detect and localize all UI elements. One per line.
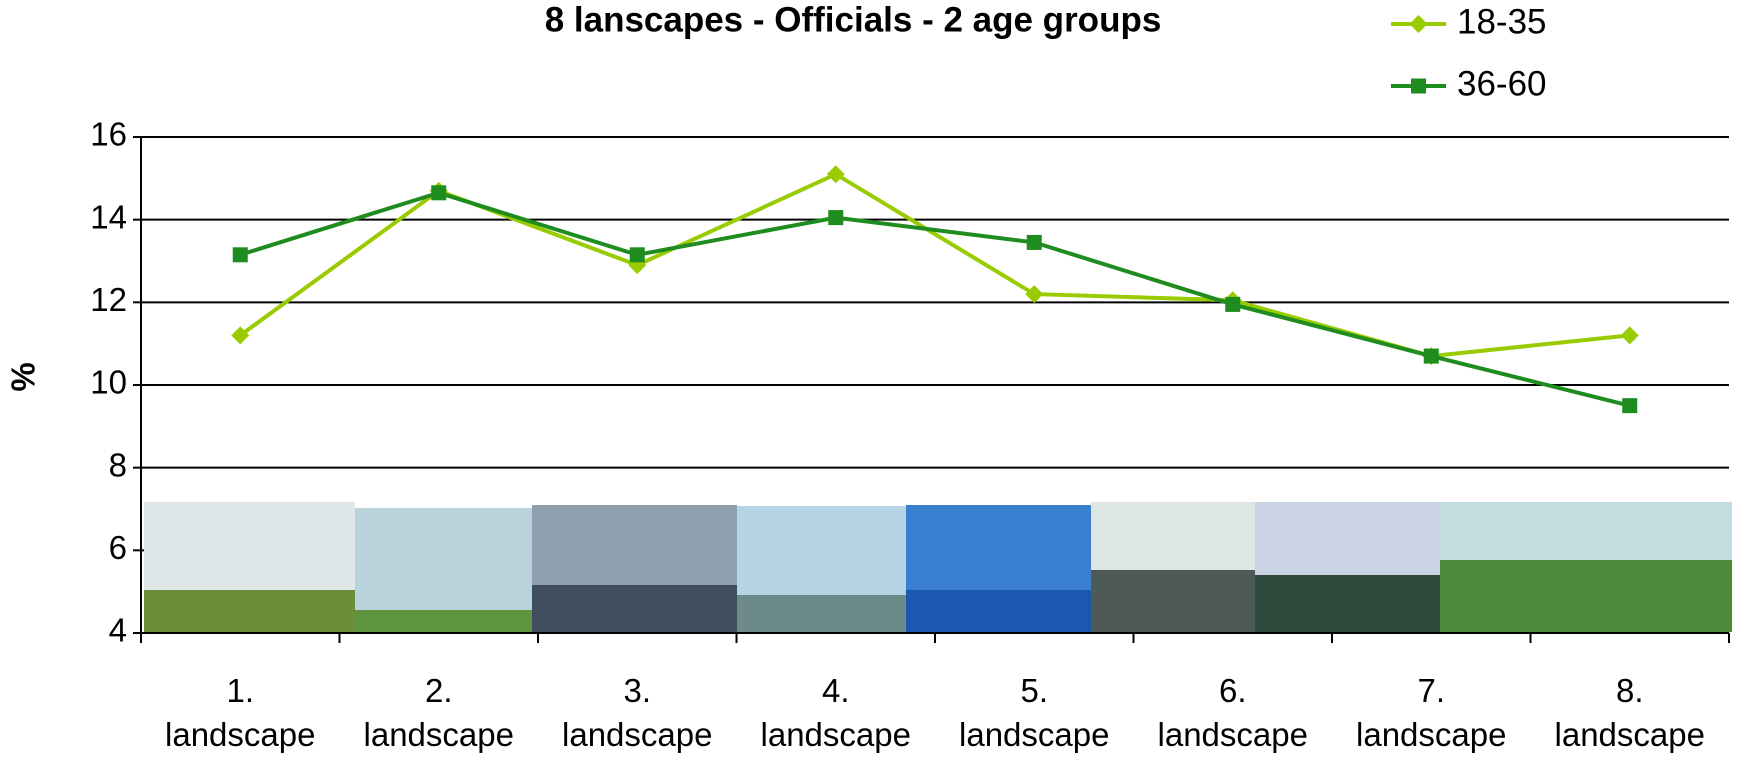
marker [1026, 234, 1042, 250]
marker [1620, 326, 1639, 345]
y-axis-label: % [5, 362, 42, 391]
marker [1423, 348, 1439, 364]
photo-ground [532, 585, 737, 632]
photo-ground [906, 590, 1091, 632]
marker [1025, 285, 1044, 304]
y-tick-label: 4 [109, 612, 127, 649]
photo-ground [737, 595, 906, 632]
marker [1225, 296, 1241, 312]
chart-title: 8 lanscapes - Officials - 2 age groups [545, 0, 1162, 39]
photo-sky [532, 505, 737, 585]
photo-sky [1255, 502, 1440, 575]
photo-ground [144, 590, 355, 632]
legend-label: 18-35 [1457, 2, 1547, 41]
x-tick-label: 5. landscape [959, 672, 1109, 753]
y-tick-label: 12 [90, 281, 127, 318]
y-tick-label: 6 [109, 529, 127, 566]
marker [629, 247, 645, 263]
photo-ground [1091, 570, 1255, 632]
photo-sky [1440, 502, 1732, 560]
y-tick-label: 8 [109, 446, 127, 483]
landscape-photos [144, 502, 1732, 632]
photo-sky [1091, 502, 1255, 570]
marker [1409, 15, 1428, 33]
marker [231, 326, 250, 345]
photo-ground [1440, 560, 1732, 632]
y-tick-label: 10 [90, 364, 127, 401]
x-tick-label: 1. landscape [165, 672, 315, 753]
marker [431, 185, 447, 201]
photo-sky [906, 505, 1091, 590]
marker [232, 247, 248, 263]
x-tick-label: 8. landscape [1555, 672, 1705, 753]
x-tick-label: 6. landscape [1158, 672, 1308, 753]
x-tick-label: 3. landscape [562, 672, 712, 753]
photo-sky [737, 506, 906, 595]
marker [1411, 78, 1426, 94]
x-tick-label: 2. landscape [364, 672, 514, 753]
x-tick-label: 7. landscape [1356, 672, 1506, 753]
photo-ground [355, 610, 532, 632]
photo-ground [1255, 575, 1440, 632]
x-tick-label: 4. landscape [761, 672, 911, 753]
series-line [239, 171, 1630, 359]
photo-sky [144, 502, 355, 590]
series-line [239, 190, 1631, 408]
marker [1622, 398, 1638, 414]
y-tick-label: 14 [90, 198, 127, 235]
marker [826, 165, 845, 184]
marker [828, 210, 844, 226]
legend-label: 36-60 [1457, 64, 1547, 103]
y-tick-label: 16 [90, 116, 127, 153]
photo-sky [355, 508, 532, 610]
